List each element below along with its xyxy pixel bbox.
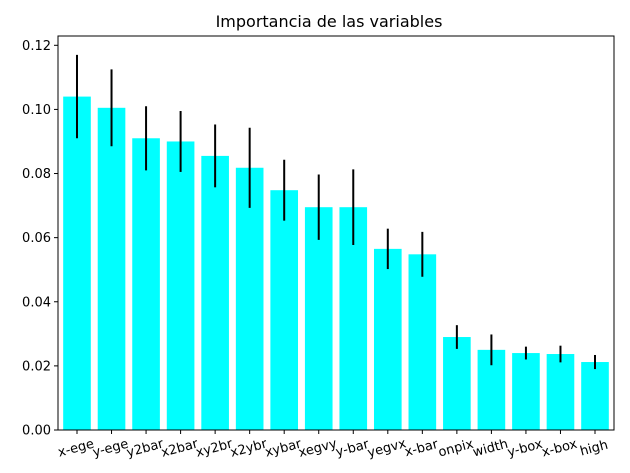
y-tick-label: 0.02 bbox=[22, 359, 51, 374]
x-tick-label: xegvy bbox=[297, 436, 339, 461]
x-tick-label: high bbox=[578, 438, 609, 460]
bar-xy2br bbox=[201, 155, 229, 430]
x-tick-label: yegvx bbox=[366, 436, 408, 461]
y-tick-label: 0.08 bbox=[22, 167, 51, 182]
y-tick-label: 0.10 bbox=[22, 103, 51, 118]
y-tick-label: 0.00 bbox=[22, 424, 51, 439]
bar-high bbox=[581, 362, 609, 430]
x-tick-label: onpix bbox=[437, 437, 476, 461]
bar-xegvy bbox=[304, 207, 333, 430]
bar-y-box bbox=[512, 353, 540, 430]
x-tick-label: x-ege bbox=[56, 437, 95, 461]
bar-x-box bbox=[546, 354, 575, 430]
plot-frame bbox=[57, 35, 615, 431]
x-tick-label: y-box bbox=[506, 437, 545, 461]
x-tick-label: y-ege bbox=[91, 437, 130, 461]
bar-yegvx bbox=[373, 248, 402, 430]
bars-layer bbox=[63, 96, 609, 431]
y-tick-label: 0.12 bbox=[22, 39, 51, 54]
x-tick-label: width bbox=[471, 437, 510, 461]
y-tick-label: 0.06 bbox=[22, 231, 51, 246]
bar-xybar bbox=[270, 190, 299, 430]
bar-y2bar bbox=[132, 138, 160, 430]
error-bars-layer bbox=[75, 54, 597, 370]
bar-x2bar bbox=[166, 141, 195, 430]
x-tick-label: x-box bbox=[540, 437, 579, 461]
x-axis: x-egey-egey2barx2barxy2brx2ybrxybarxegvy… bbox=[56, 430, 610, 461]
y-tick-label: 0.04 bbox=[22, 295, 51, 310]
bar-x2ybr bbox=[235, 167, 264, 430]
chart-title: Importancia de las variables bbox=[216, 12, 443, 31]
bar-onpix bbox=[443, 337, 471, 430]
y-axis: 0.00 0.02 0.04 0.06 0.08 0.10 0.12 bbox=[22, 39, 58, 439]
x-tick-label: x-bar bbox=[403, 437, 440, 460]
bar-x-bar bbox=[408, 254, 437, 430]
bar-y-ege bbox=[97, 107, 126, 431]
bar-x-ege bbox=[63, 96, 91, 430]
